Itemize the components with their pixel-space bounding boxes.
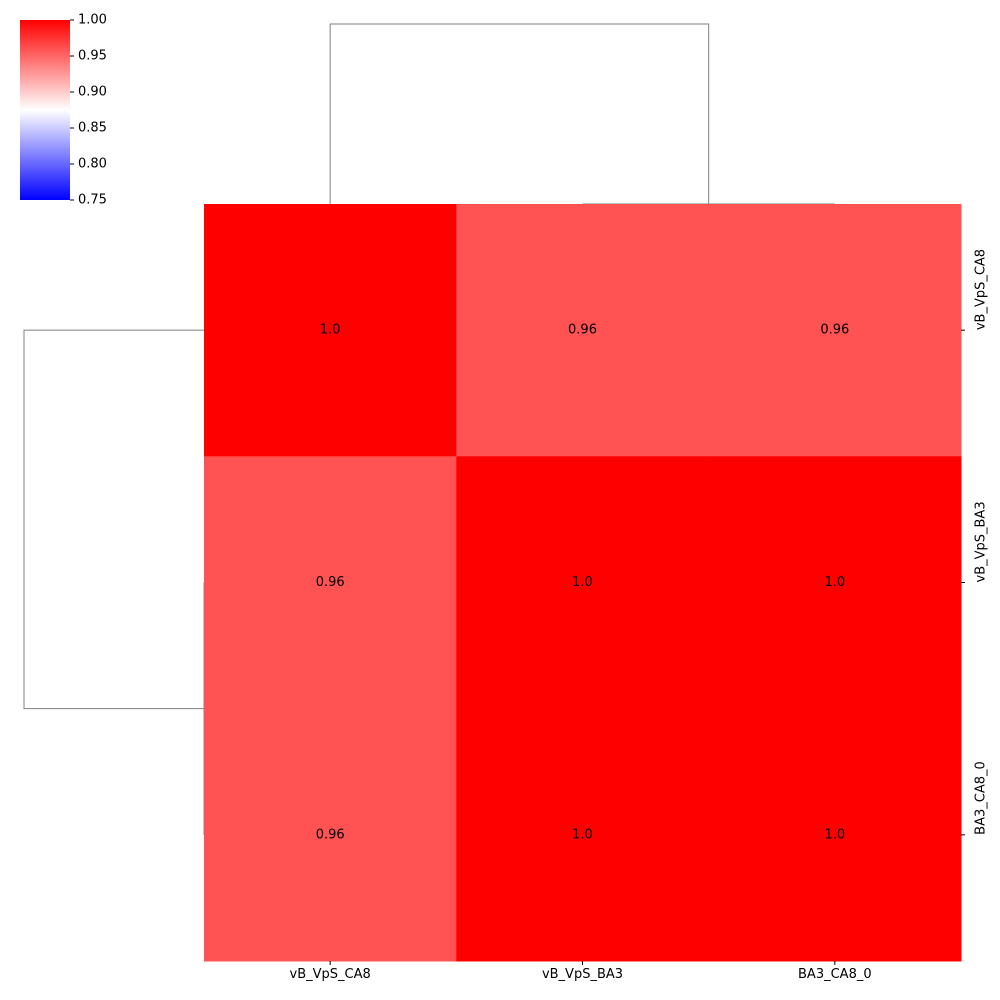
- heatmap-cell-label: 0.96: [316, 575, 345, 590]
- row-dendrogram-link: [23, 329, 204, 710]
- heatmap-cell: [708, 708, 962, 962]
- heatmap-cell: [708, 204, 962, 457]
- colorbar: 0.75 0.80 0.85 0.90 0.95 1.00: [20, 13, 107, 208]
- colorbar-tick-label: 1.00: [78, 13, 107, 28]
- heatmap-cell-label: 0.96: [820, 323, 849, 338]
- heatmap-cell-label: 1.0: [572, 575, 593, 590]
- x-axis-tick-labels: vB_VpS_CA8 vB_VpS_BA3 BA3_CA8_0: [290, 960, 872, 982]
- y-tick-label: vB_VpS_BA3: [973, 501, 988, 582]
- heatmap-cell-label: 1.0: [824, 575, 845, 590]
- y-tick-label: vB_VpS_CA8: [973, 249, 988, 330]
- heatmap-cell: [708, 456, 962, 710]
- heatmap-cell: [456, 456, 710, 710]
- x-tick-label: vB_VpS_CA8: [290, 967, 371, 982]
- heatmap-cell: [204, 456, 457, 710]
- colorbar-gradient: [20, 20, 70, 200]
- heatmap-cell-label: 0.96: [316, 827, 345, 842]
- row-dendrogram: [23, 329, 205, 835]
- heatmap-cell-label: 1.0: [572, 827, 593, 842]
- y-tick-label: BA3_CA8_0: [973, 761, 988, 835]
- column-dendrogram-link: [329, 23, 710, 204]
- heatmap-cell-labels: 1.0 0.96 0.96 0.96 1.0 1.0 0.96 1.0 1.0: [316, 323, 850, 843]
- colorbar-tick-label: 0.90: [78, 85, 107, 100]
- x-tick-label: vB_VpS_BA3: [542, 967, 623, 982]
- heatmap-cell-label: 0.96: [568, 323, 597, 338]
- heatmap-cell-label: 1.0: [320, 323, 341, 338]
- colorbar-tick-label: 0.80: [78, 157, 107, 172]
- colorbar-tick-label: 0.75: [78, 193, 107, 208]
- heatmap-grid: [204, 204, 962, 962]
- colorbar-tick-label: 0.85: [78, 121, 107, 136]
- x-tick-label: BA3_CA8_0: [798, 967, 872, 982]
- heatmap-cell: [204, 708, 457, 962]
- heatmap-cell: [204, 204, 457, 457]
- colorbar-tick-label: 0.95: [78, 49, 107, 64]
- heatmap-cell-label: 1.0: [824, 827, 845, 842]
- heatmap-cell: [456, 204, 710, 457]
- heatmap-cell: [456, 708, 710, 962]
- y-axis-tick-labels: vB_VpS_CA8 vB_VpS_BA3 BA3_CA8_0: [960, 249, 988, 836]
- column-dendrogram: [329, 23, 835, 205]
